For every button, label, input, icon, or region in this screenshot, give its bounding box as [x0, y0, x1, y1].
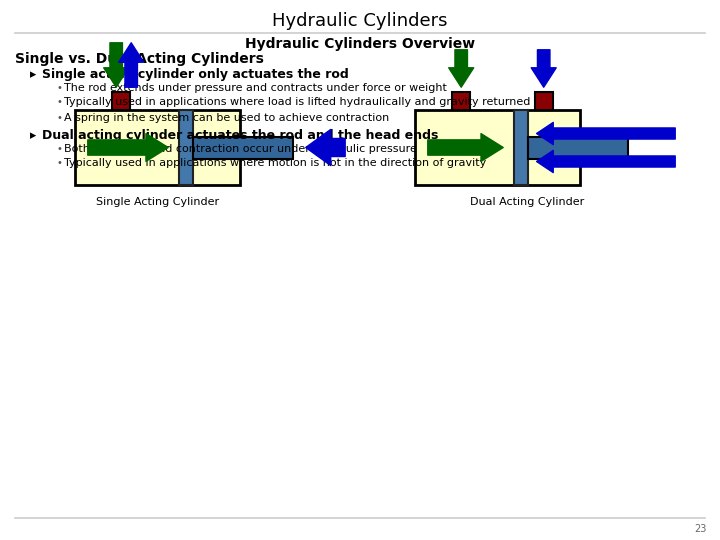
Text: A spring in the system can be used to achieve contraction: A spring in the system can be used to ac…	[64, 113, 390, 123]
Text: Hydraulic Cylinders Overview: Hydraulic Cylinders Overview	[245, 37, 475, 51]
Bar	[514, 110, 528, 185]
Text: Single acting cylinder only actuates the rod: Single acting cylinder only actuates the…	[42, 68, 348, 81]
Bar	[179, 110, 193, 185]
Text: Typically used in applications where motion is not in the direction of gravity: Typically used in applications where mot…	[64, 158, 486, 168]
Text: Typically used in applications where load is lifted hydraulically and gravity re: Typically used in applications where loa…	[64, 97, 531, 107]
Bar	[75, 110, 240, 185]
Text: •: •	[56, 113, 62, 123]
Text: ▸: ▸	[30, 68, 36, 81]
Text: Single vs. Dual Acting Cylinders: Single vs. Dual Acting Cylinders	[15, 52, 264, 66]
Text: Both extension and contraction occur under hydraulic pressure: Both extension and contraction occur und…	[64, 144, 417, 154]
Bar	[452, 92, 470, 110]
Text: •: •	[56, 144, 62, 154]
Text: 23: 23	[695, 524, 707, 534]
Text: •: •	[56, 97, 62, 107]
Bar	[112, 92, 130, 110]
Text: Dual Acting Cylinder: Dual Acting Cylinder	[470, 197, 585, 207]
Text: The rod extends under pressure and contracts under force or weight: The rod extends under pressure and contr…	[64, 83, 447, 93]
Bar	[528, 137, 628, 159]
Bar	[415, 110, 580, 185]
Text: Single Acting Cylinder: Single Acting Cylinder	[96, 197, 219, 207]
Text: •: •	[56, 158, 62, 168]
Text: Hydraulic Cylinders: Hydraulic Cylinders	[272, 12, 448, 30]
Text: ▸: ▸	[30, 129, 36, 142]
Bar	[193, 137, 293, 159]
Text: •: •	[56, 83, 62, 93]
Bar	[535, 92, 553, 110]
Text: Dual acting cylinder actuates the rod and the head ends: Dual acting cylinder actuates the rod an…	[42, 129, 438, 142]
